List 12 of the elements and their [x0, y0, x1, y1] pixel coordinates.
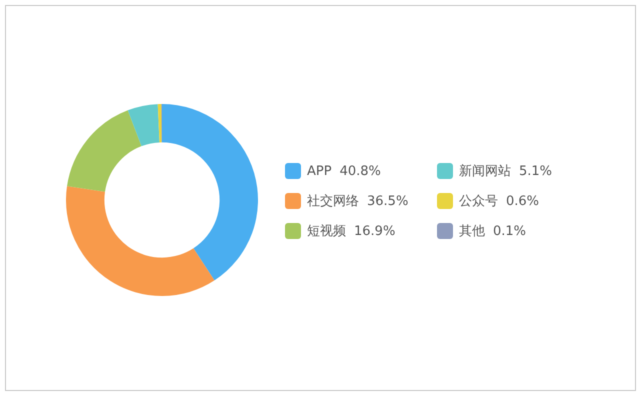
data-label: 0.1%	[493, 224, 526, 238]
legend-label: 其他	[459, 223, 485, 240]
legend-label: 新闻网站	[459, 163, 511, 180]
data-label: 16.9%	[354, 224, 396, 238]
data-label: 5.1%	[519, 164, 552, 178]
legend-label: 社交网络	[307, 193, 359, 210]
data-label: 0.6%	[506, 194, 540, 208]
data-label: 36.5%	[367, 194, 408, 208]
data-label: 40.8%	[340, 164, 381, 178]
legend-label: APP	[307, 164, 332, 178]
legend-label: 公众号	[459, 193, 498, 210]
legend-label: 短视频	[307, 223, 346, 240]
